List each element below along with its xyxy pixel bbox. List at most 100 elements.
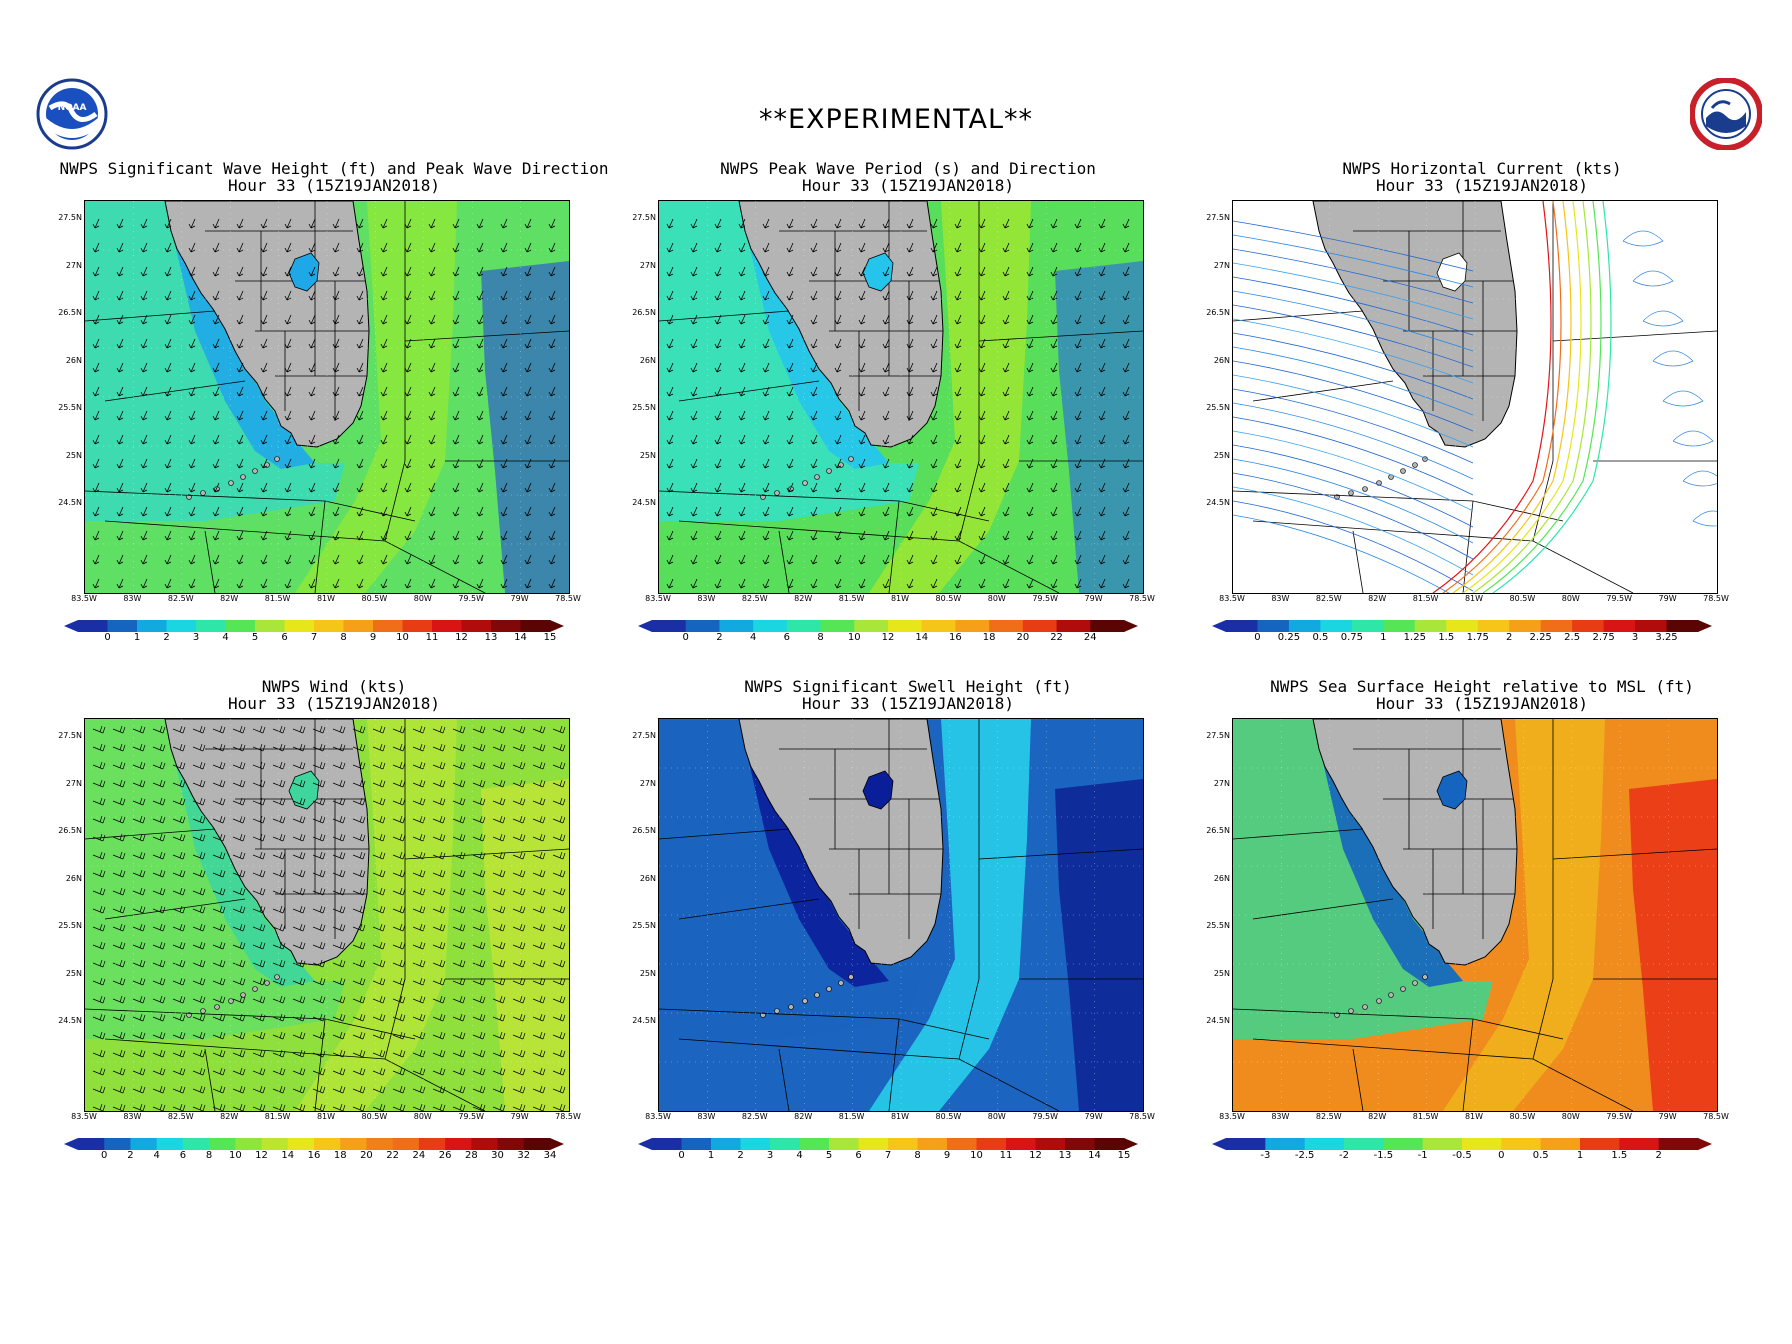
direction-arrow [476, 578, 484, 589]
direction-arrow [810, 338, 818, 349]
wind-barb [152, 743, 166, 752]
direction-arrow [930, 458, 938, 469]
colorbar-swatch [137, 620, 167, 632]
direction-arrow [164, 314, 172, 325]
wind-barb [552, 851, 566, 860]
direction-arrow [452, 362, 460, 373]
colorbar-swatch [854, 620, 889, 632]
wind-barb [272, 869, 286, 878]
current-streamline [1233, 458, 1474, 544]
wind-barb [432, 1013, 446, 1022]
direction-arrow [810, 314, 818, 325]
direction-arrow [236, 530, 244, 541]
direction-arrow [834, 386, 842, 397]
lon-tick-label: 83W [123, 1112, 142, 1121]
colorbar-tick-label: 6 [783, 632, 791, 643]
direction-arrow [308, 386, 316, 397]
wind-barb [492, 725, 506, 734]
florida-keys [252, 986, 258, 992]
wind-barb [372, 977, 386, 986]
direction-arrow [212, 266, 220, 277]
direction-arrow [690, 338, 698, 349]
wind-barb [432, 1067, 446, 1076]
colorbar: 0 2 4 6 8 10 12 14 16 18 20 22 24 26 28 30 32 34 [64, 1138, 564, 1168]
direction-arrow [1002, 410, 1010, 421]
direction-arrow [882, 338, 890, 349]
wind-barb [132, 725, 146, 734]
wind-barb [432, 779, 446, 788]
wind-barb [252, 995, 266, 1004]
colorbar-swatch [1603, 620, 1636, 632]
lon-tick-label: 81W [316, 594, 336, 603]
lon-tick-label: 81W [1464, 1112, 1484, 1121]
wind-barb [372, 797, 386, 806]
direction-arrow [356, 410, 364, 421]
lon-tick-label: 79W [510, 1112, 529, 1121]
direction-arrow [978, 506, 986, 517]
lon-tick-label: 83.5W [645, 594, 671, 603]
direction-arrow [500, 242, 508, 253]
colorbar-swatch [989, 620, 1024, 632]
wind-barb [492, 1013, 506, 1022]
lat-tick-label: 27.5N [1206, 731, 1230, 740]
direction-arrow [1098, 554, 1106, 565]
lon-tick-label: 79.5W [1032, 1112, 1059, 1121]
wind-barb [372, 815, 386, 824]
direction-arrow [978, 482, 986, 493]
colorbar-tick-label: 7 [310, 632, 318, 643]
lat-tick-label: 27.5N [632, 731, 656, 740]
wind-barb [532, 1031, 546, 1040]
wind-barb [272, 815, 286, 824]
direction-arrow [452, 578, 460, 589]
wind-barb [232, 1049, 246, 1058]
direction-arrow [116, 482, 124, 493]
direction-arrow [858, 362, 866, 373]
wind-barb [272, 1049, 286, 1058]
colorbar-swatch [786, 620, 822, 632]
wind-barb [232, 977, 246, 986]
wind-barb [252, 815, 266, 824]
florida-keys [274, 974, 280, 980]
wind-barb [332, 833, 346, 842]
direction-arrow [1122, 338, 1130, 349]
marine-zone-line [1233, 310, 1364, 322]
wind-barb [132, 923, 146, 932]
colorbar: 0 0.25 0.5 0.75 1 1.25 1.5 1.75 2 2.25 2.5 2.75 3 3.2… [1212, 620, 1712, 650]
wind-barb [472, 923, 486, 932]
wind-barb [332, 923, 346, 932]
wind-barb [452, 833, 466, 842]
lat-tick-label: 27.5N [1206, 213, 1230, 222]
wind-barb [532, 887, 546, 896]
direction-arrow [1122, 482, 1130, 493]
wind-barb [392, 887, 406, 896]
wind-barb [92, 779, 106, 788]
lon-tick-label: 82.5W [1315, 1112, 1342, 1121]
florida-keys [1348, 1008, 1354, 1014]
wind-barb [332, 725, 346, 734]
direction-arrow [858, 530, 866, 541]
wind-barb [252, 1103, 266, 1111]
wind-barb [252, 1085, 266, 1094]
lat-tick-label: 26N [65, 355, 82, 365]
direction-arrow [500, 410, 508, 421]
direction-arrow [738, 578, 746, 589]
marine-zone-line [1252, 898, 1394, 920]
lon-tick-label: 79.5W [1032, 594, 1059, 603]
colorbar-swatch [1666, 620, 1699, 632]
direction-arrow [92, 458, 100, 469]
wind-barb [132, 869, 146, 878]
wind-barb [92, 1013, 106, 1022]
eddy-streamline [1652, 350, 1694, 367]
direction-arrow [332, 362, 340, 373]
wind-barb [412, 761, 426, 770]
direction-arrow [882, 362, 890, 373]
direction-arrow [164, 554, 172, 565]
wind-barb [552, 995, 566, 1004]
lon-tick-label: 81W [890, 1112, 910, 1121]
florida-keys [848, 974, 854, 980]
direction-arrow [476, 554, 484, 565]
wind-barb [352, 977, 366, 986]
lon-tick-label: 82.5W [167, 594, 194, 603]
wind-barb [192, 905, 206, 914]
wind-barb [132, 1031, 146, 1040]
